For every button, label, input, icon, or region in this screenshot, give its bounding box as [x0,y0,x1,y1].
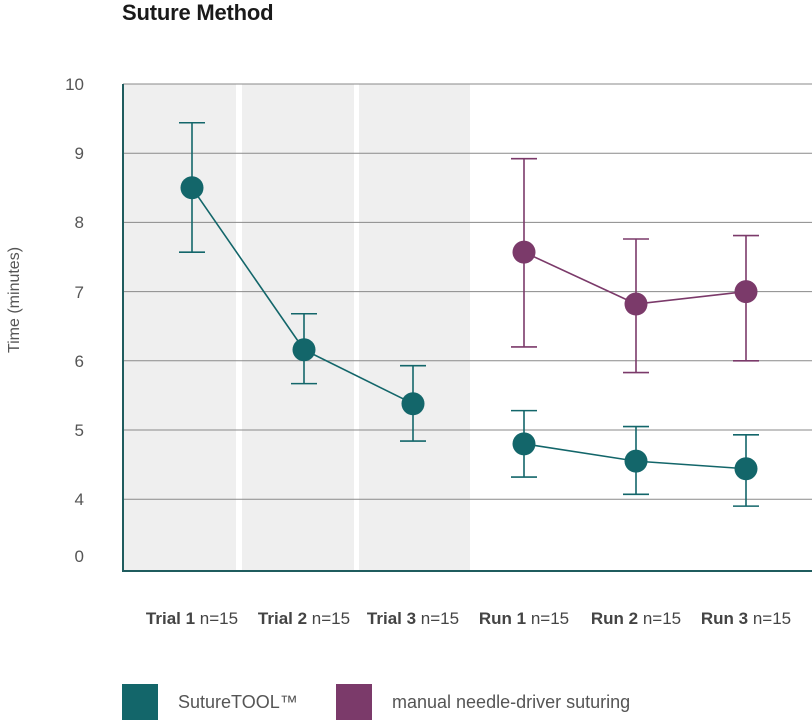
x-tick-label: Run 2 n=15 [591,609,681,628]
y-tick-label: 9 [75,144,84,163]
y-tick-label: 7 [75,283,84,302]
y-axis-label: Time (minutes) [6,247,23,353]
data-point-manual [512,240,536,264]
data-point-suturetool [734,457,758,481]
y-tick-label: 0 [75,547,84,566]
legend-label-suturetool: SutureTOOL™ [178,692,298,712]
y-tick-label: 5 [75,421,84,440]
data-point-suturetool [292,338,316,362]
x-tick-label: Trial 2 n=15 [258,609,350,628]
y-tick-label: 6 [75,352,84,371]
legend-swatch-suturetool [122,684,158,720]
shaded-band [359,84,470,571]
shaded-band [123,84,236,571]
chart-title: Suture Method [122,0,274,25]
data-point-suturetool [624,449,648,473]
data-point-manual [624,292,648,316]
x-tick-label: Run 3 n=15 [701,609,791,628]
chart: 10 9 8 7 6 5 4 0 Time (minutes) Trial 1 n=15 Trial… [6,75,812,628]
data-point-suturetool [180,176,204,200]
y-tick-label: 8 [75,213,84,232]
legend-swatch-manual [336,684,372,720]
data-point-suturetool [401,392,425,416]
shaded-band [242,84,354,571]
y-tick-label: 4 [75,490,84,509]
legend-label-manual: manual needle-driver suturing [392,692,631,712]
y-tick-label: 10 [65,75,84,94]
x-tick-label: Trial 3 n=15 [367,609,459,628]
data-point-manual [734,280,758,304]
x-tick-label: Trial 1 n=15 [146,609,238,628]
legend: SutureTOOL™ manual needle-driver suturin… [0,684,812,720]
x-tick-label: Run 1 n=15 [479,609,569,628]
data-point-suturetool [512,432,536,456]
